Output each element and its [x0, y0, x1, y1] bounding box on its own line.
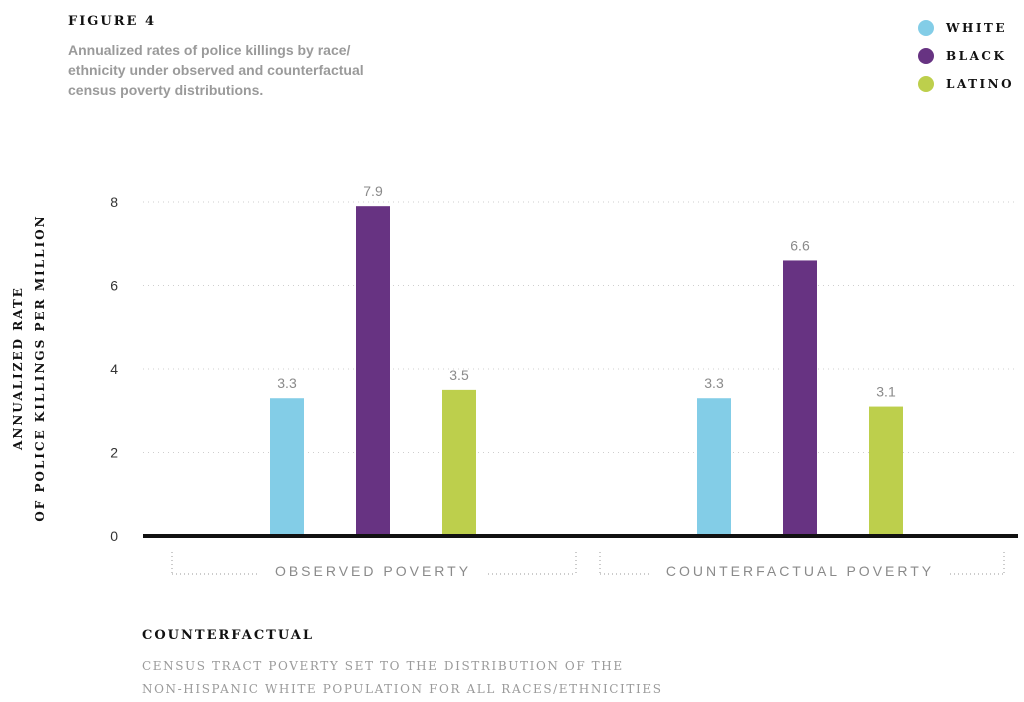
- y-tick-label: 2: [110, 445, 118, 461]
- footnote-line-2: NON-HISPANIC WHITE POPULATION FOR ALL RA…: [142, 682, 663, 696]
- bar-black: [783, 260, 817, 536]
- y-axis-label-line-2: OF POLICE KILLINGS PER MILLION: [33, 214, 47, 521]
- y-tick-label: 4: [110, 361, 118, 377]
- bar-white: [697, 398, 731, 536]
- y-tick-label: 0: [110, 528, 118, 544]
- legend: WHITE BLACK LATINO: [918, 14, 1014, 98]
- y-axis-label: ANNUALIZED RATE OF POLICE KILLINGS PER MI…: [11, 214, 47, 521]
- legend-item-white: WHITE: [918, 14, 1014, 42]
- footnote-text: CENSUS TRACT POVERTY SET TO THE DISTRIBU…: [142, 655, 842, 701]
- x-category-label: COUNTERFACTUAL POVERTY: [666, 563, 934, 579]
- bar-latino: [869, 406, 903, 536]
- bar-black: [356, 206, 390, 537]
- y-tick-label: 6: [110, 278, 118, 294]
- data-label: 3.1: [876, 384, 896, 400]
- legend-label-latino: LATINO: [946, 77, 1015, 91]
- footnote-line-1: CENSUS TRACT POVERTY SET TO THE DISTRIBU…: [142, 659, 624, 673]
- bar-chart: 0 2 4 6 8 3.3 7.9 3.5 3.3 6.6 3.1 OBSERVED POVERTY C…: [11, 183, 1018, 579]
- y-axis-label-line-1: ANNUALIZED RATE: [11, 286, 25, 451]
- y-tick-label: 8: [110, 194, 118, 210]
- data-label: 6.6: [790, 237, 810, 253]
- legend-swatch-latino: [918, 76, 934, 92]
- bar-white: [270, 398, 304, 536]
- legend-label-white: WHITE: [946, 21, 1008, 35]
- data-label: 7.9: [363, 183, 383, 199]
- x-category-label: OBSERVED POVERTY: [275, 563, 471, 579]
- legend-item-black: BLACK: [918, 42, 1014, 70]
- chart-subtitle: Annualized rates of police killings by r…: [68, 42, 364, 98]
- legend-swatch-black: [918, 48, 934, 64]
- data-label: 3.3: [277, 375, 297, 391]
- data-label: 3.3: [704, 375, 724, 391]
- legend-label-black: BLACK: [946, 49, 1007, 63]
- bar-latino: [442, 389, 476, 536]
- footnote-title: COUNTERFACTUAL: [142, 628, 315, 643]
- legend-swatch-white: [918, 20, 934, 36]
- legend-item-latino: LATINO: [918, 70, 1014, 98]
- figure-label: FIGURE 4: [68, 14, 157, 29]
- data-label: 3.5: [449, 367, 469, 383]
